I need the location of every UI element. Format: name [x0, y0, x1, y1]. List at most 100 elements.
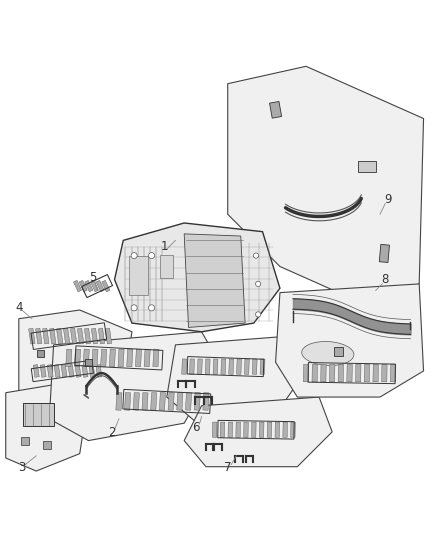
Polygon shape [190, 359, 194, 374]
Polygon shape [329, 365, 335, 382]
Polygon shape [205, 359, 210, 374]
Polygon shape [381, 365, 387, 382]
Polygon shape [244, 359, 249, 374]
Text: 1: 1 [161, 240, 168, 253]
Polygon shape [33, 365, 39, 377]
Polygon shape [133, 393, 139, 410]
Polygon shape [228, 66, 424, 301]
Text: 9: 9 [384, 192, 392, 206]
Polygon shape [303, 365, 309, 382]
Polygon shape [259, 422, 264, 438]
Polygon shape [267, 422, 272, 438]
Polygon shape [177, 393, 183, 410]
Polygon shape [251, 422, 256, 438]
Polygon shape [85, 328, 91, 344]
Polygon shape [98, 328, 105, 344]
Polygon shape [151, 393, 157, 410]
Polygon shape [61, 365, 67, 377]
Polygon shape [236, 422, 240, 438]
Polygon shape [91, 328, 98, 344]
Polygon shape [347, 365, 352, 382]
Circle shape [131, 253, 137, 259]
Text: 6: 6 [193, 421, 200, 434]
Polygon shape [85, 280, 93, 292]
Polygon shape [135, 349, 141, 367]
Polygon shape [68, 365, 74, 377]
Polygon shape [129, 256, 148, 295]
Polygon shape [23, 402, 53, 426]
Polygon shape [334, 347, 343, 356]
Polygon shape [184, 397, 332, 467]
Polygon shape [182, 359, 187, 374]
Polygon shape [57, 328, 63, 344]
Text: 5: 5 [89, 271, 96, 284]
Polygon shape [28, 328, 35, 344]
Polygon shape [252, 359, 257, 374]
Polygon shape [71, 328, 77, 344]
Polygon shape [237, 359, 241, 374]
Polygon shape [91, 280, 99, 292]
Polygon shape [40, 365, 46, 377]
Polygon shape [110, 349, 116, 367]
Text: 7: 7 [224, 461, 231, 474]
Polygon shape [96, 365, 102, 377]
Polygon shape [168, 393, 174, 410]
Polygon shape [159, 393, 166, 410]
Polygon shape [153, 349, 159, 367]
Polygon shape [102, 280, 110, 292]
Circle shape [131, 305, 137, 311]
Polygon shape [75, 365, 81, 377]
Polygon shape [184, 234, 245, 327]
Polygon shape [89, 365, 95, 377]
Polygon shape [78, 328, 84, 344]
Polygon shape [356, 365, 361, 382]
Polygon shape [101, 349, 107, 367]
Polygon shape [124, 393, 131, 410]
Polygon shape [379, 245, 389, 262]
Circle shape [255, 312, 261, 317]
Text: 2: 2 [109, 426, 116, 439]
Polygon shape [364, 365, 370, 382]
Polygon shape [79, 280, 87, 292]
Polygon shape [260, 359, 265, 374]
Circle shape [255, 281, 261, 287]
Polygon shape [167, 336, 306, 423]
Polygon shape [194, 393, 200, 410]
Polygon shape [185, 393, 191, 410]
Polygon shape [105, 328, 112, 344]
Circle shape [148, 305, 155, 311]
Polygon shape [291, 422, 295, 438]
Polygon shape [43, 441, 51, 449]
Polygon shape [19, 310, 132, 406]
Polygon shape [220, 422, 225, 438]
Polygon shape [160, 255, 173, 278]
Polygon shape [96, 280, 104, 292]
Polygon shape [115, 223, 280, 332]
Polygon shape [83, 349, 89, 367]
Polygon shape [54, 365, 60, 377]
Polygon shape [127, 349, 133, 367]
Polygon shape [203, 393, 209, 410]
Polygon shape [64, 328, 70, 344]
Polygon shape [144, 349, 150, 367]
Polygon shape [74, 280, 81, 292]
Text: 4: 4 [15, 301, 22, 314]
Circle shape [253, 253, 258, 258]
Polygon shape [321, 365, 326, 382]
Polygon shape [213, 359, 218, 374]
Polygon shape [212, 422, 217, 438]
Polygon shape [276, 284, 424, 397]
Polygon shape [37, 350, 45, 358]
Polygon shape [49, 328, 56, 344]
Polygon shape [47, 365, 53, 377]
Polygon shape [6, 384, 88, 471]
Polygon shape [373, 365, 378, 382]
Polygon shape [21, 437, 29, 445]
Polygon shape [275, 422, 279, 438]
Polygon shape [118, 349, 124, 367]
Circle shape [148, 253, 155, 259]
Polygon shape [358, 161, 376, 172]
Polygon shape [142, 393, 148, 410]
Polygon shape [85, 359, 92, 366]
Polygon shape [312, 365, 318, 382]
